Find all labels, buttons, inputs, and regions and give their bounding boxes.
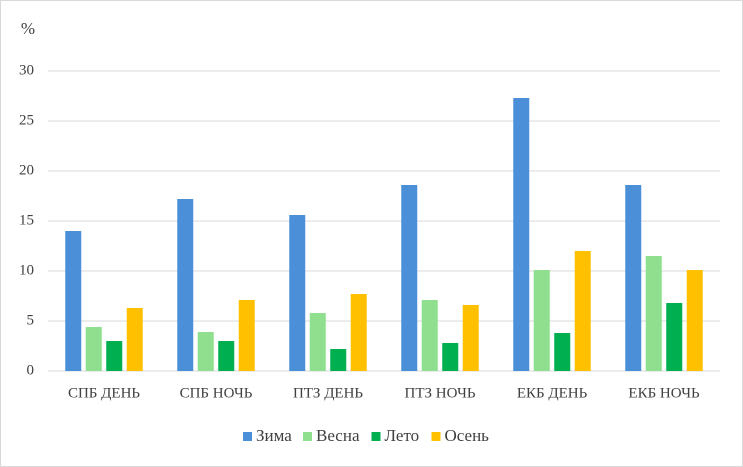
legend-swatch [303, 432, 312, 441]
y-tick-label: 15 [19, 212, 34, 228]
bar [218, 341, 235, 371]
bar [350, 294, 367, 371]
bar [554, 333, 571, 371]
x-tick-label: ЕКБ ДЕНЬ [517, 385, 588, 401]
bar [126, 308, 143, 371]
bar [289, 215, 306, 371]
bar [106, 341, 123, 371]
bar [177, 199, 194, 371]
bar [330, 349, 347, 371]
bar [421, 300, 438, 371]
bar [197, 332, 214, 371]
y-tick-label: 10 [19, 262, 34, 278]
x-tick-label: ЕКБ НОЧЬ [628, 385, 700, 401]
x-tick-label: ПТЗ НОЧЬ [405, 385, 476, 401]
y-tick-label: 30 [19, 62, 34, 78]
y-tick-label: 5 [27, 312, 35, 328]
legend-label: Лето [385, 426, 420, 445]
x-tick-label: ПТЗ ДЕНЬ [293, 385, 363, 401]
legend-label: Осень [445, 426, 490, 445]
y-tick-label: 20 [19, 162, 34, 178]
bar [574, 251, 591, 371]
legend-label: Весна [316, 426, 360, 445]
bar [65, 231, 82, 371]
bar [686, 270, 703, 371]
y-axis-label: % [21, 19, 35, 38]
bar [645, 256, 662, 371]
y-tick-label: 0 [27, 362, 35, 378]
bar [462, 305, 479, 371]
bar [625, 185, 642, 371]
x-tick-label: СПБ ДЕНЬ [68, 385, 140, 401]
x-tick-label: СПБ НОЧЬ [180, 385, 253, 401]
bar [533, 270, 550, 371]
bar [401, 185, 418, 371]
bar [238, 300, 255, 371]
bar [666, 303, 683, 371]
y-tick-label: 25 [19, 112, 34, 128]
legend-swatch [243, 432, 252, 441]
legend-label: Зима [256, 426, 292, 445]
bar [513, 98, 530, 371]
legend-swatch [371, 432, 381, 441]
bar [442, 343, 459, 371]
bar [85, 327, 102, 371]
legend-swatch [431, 432, 441, 441]
bar [309, 313, 326, 371]
